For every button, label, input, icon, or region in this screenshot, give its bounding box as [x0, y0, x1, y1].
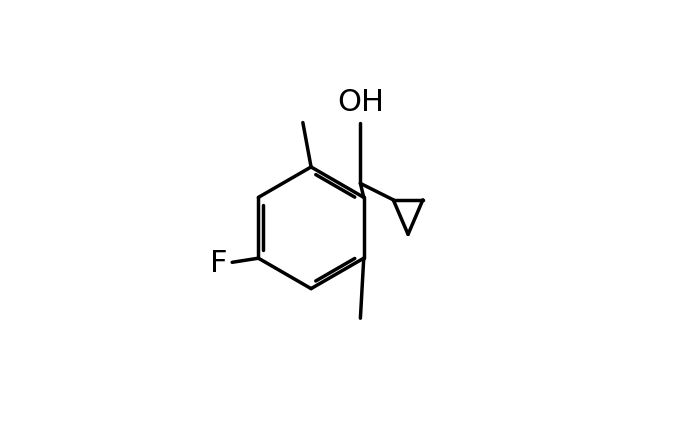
Text: OH: OH: [337, 88, 384, 117]
Text: F: F: [210, 248, 228, 277]
